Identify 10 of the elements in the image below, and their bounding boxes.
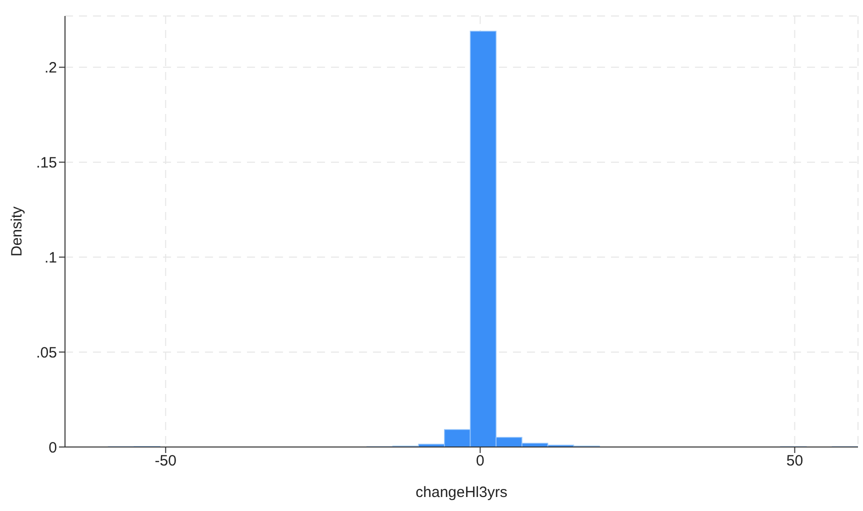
x-tick-label: 0 <box>476 452 484 470</box>
y-tick-label: .2 <box>44 60 57 77</box>
y-tick-label: .15 <box>36 154 57 172</box>
y-tick-label: .1 <box>44 249 57 266</box>
x-tick-label: -50 <box>154 452 176 470</box>
y-tick-label: .05 <box>36 344 57 362</box>
x-tick-label: 50 <box>786 452 804 470</box>
y-axis-title: Density <box>8 206 26 257</box>
x-axis-title: changeHl3yrs <box>416 484 508 501</box>
y-tick-label: 0 <box>48 439 57 456</box>
